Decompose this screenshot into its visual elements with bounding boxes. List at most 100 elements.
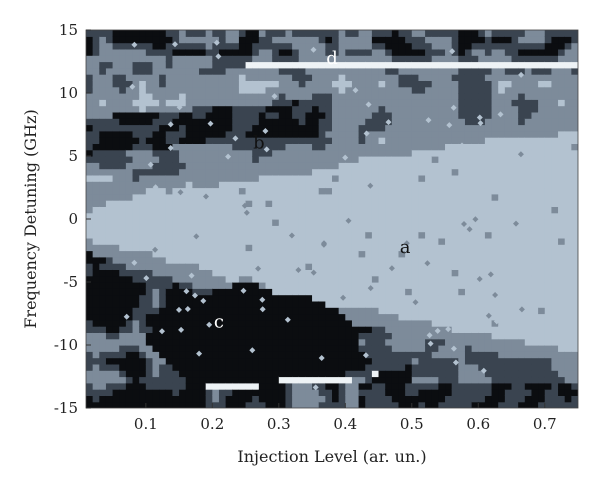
heatmap-cell (531, 263, 539, 270)
heatmap-cell (491, 250, 499, 258)
heatmap-cell (105, 357, 114, 365)
heatmap-cell (558, 382, 566, 390)
heatmap-cell (112, 55, 120, 63)
heatmap-cell (305, 93, 313, 100)
heatmap-cell (471, 149, 479, 157)
heatmap-cell (445, 256, 453, 264)
heatmap-cell (272, 282, 280, 289)
heatmap-cell (119, 80, 127, 88)
heatmap-cell (112, 332, 120, 340)
heatmap-cell (139, 36, 147, 44)
heatmap-cell (172, 61, 180, 69)
heatmap-cell (378, 61, 386, 69)
heatmap-cell (292, 357, 300, 365)
heatmap-cell (425, 389, 433, 396)
heatmap-cell (238, 219, 247, 226)
speckle-mark (177, 189, 184, 196)
heatmap-cell (112, 181, 120, 189)
heatmap-cell (558, 111, 566, 119)
heatmap-cell (371, 111, 380, 119)
heatmap-cell (464, 326, 473, 333)
speckle-mark (240, 287, 247, 294)
heatmap-cell (411, 263, 420, 270)
heatmap-cell (252, 80, 260, 88)
y-tick-label: 15 (59, 21, 78, 39)
heatmap-cell (538, 30, 546, 37)
heatmap-cell (571, 48, 578, 56)
heatmap-cell (544, 118, 553, 126)
heatmap-cell (458, 212, 466, 220)
heatmap-cell (471, 294, 479, 302)
heatmap-cell (278, 263, 287, 270)
heatmap-cell (205, 93, 213, 100)
heatmap-cell (152, 99, 160, 107)
heatmap-cell (132, 401, 140, 408)
heatmap-cell (518, 363, 526, 371)
heatmap-cell (418, 42, 426, 50)
heatmap-cell (464, 149, 473, 157)
heatmap-cell (99, 363, 107, 371)
speckle-mark (206, 321, 213, 328)
heatmap-cell (451, 319, 459, 327)
heatmap-cell (365, 244, 373, 252)
heatmap-cell (199, 61, 207, 69)
heatmap-cell (445, 105, 453, 113)
heatmap-cell (325, 370, 333, 378)
heatmap-cell (132, 36, 140, 44)
heatmap-cell (245, 124, 253, 132)
heatmap-cell (418, 61, 426, 69)
heatmap-cell (318, 263, 326, 270)
heatmap-cell (571, 55, 578, 63)
heatmap-cell (551, 124, 559, 132)
heatmap-cell (272, 363, 280, 371)
heatmap-cell (511, 206, 519, 214)
heatmap-cell (152, 401, 160, 408)
heatmap-cell (218, 48, 227, 56)
heatmap-cell (185, 263, 193, 270)
heatmap-cell (365, 357, 373, 365)
heatmap-cell (192, 42, 200, 50)
heatmap-cell (272, 326, 280, 333)
heatmap-cell (371, 237, 380, 245)
heatmap-cell (464, 99, 473, 107)
heatmap-cell (179, 294, 187, 302)
heatmap-cell (471, 74, 479, 81)
heatmap-cell (551, 156, 559, 163)
heatmap-cell (245, 231, 253, 239)
heatmap-cell (498, 338, 506, 346)
heatmap-cell (531, 326, 539, 333)
heatmap-cell (345, 162, 353, 170)
heatmap-cell (325, 382, 333, 390)
heatmap-cell (205, 300, 213, 308)
heatmap-cell (318, 99, 326, 107)
heatmap-cell (218, 30, 227, 37)
heatmap-cell (464, 401, 473, 408)
heatmap-cell (451, 275, 459, 283)
heatmap-cell (258, 300, 267, 308)
heatmap-cell (192, 326, 200, 333)
heatmap-cell (92, 124, 100, 132)
heatmap-cell (458, 174, 466, 182)
heatmap-cell (518, 156, 526, 163)
heatmap-cell (511, 326, 519, 333)
heatmap-cell (458, 225, 466, 233)
heatmap-cell (152, 212, 160, 220)
speckle-mark (476, 114, 483, 121)
heatmap-cell (278, 61, 287, 69)
heatmap-cell (245, 294, 253, 302)
heatmap-cell (119, 118, 127, 126)
heatmap-cell (172, 401, 180, 408)
heatmap-cell (165, 74, 174, 81)
heatmap-cell (132, 313, 140, 321)
heatmap-cell (345, 237, 353, 245)
heatmap-cell (518, 193, 526, 201)
heatmap-cell (345, 124, 353, 132)
heatmap-cell (245, 275, 253, 283)
heatmap-cell (458, 156, 466, 163)
heatmap-cell (285, 376, 293, 384)
heatmap-cell (405, 137, 413, 144)
heatmap-cell (312, 376, 320, 384)
heatmap-cell (378, 124, 386, 132)
heatmap-cell (192, 80, 200, 88)
heatmap-cell (199, 389, 207, 396)
